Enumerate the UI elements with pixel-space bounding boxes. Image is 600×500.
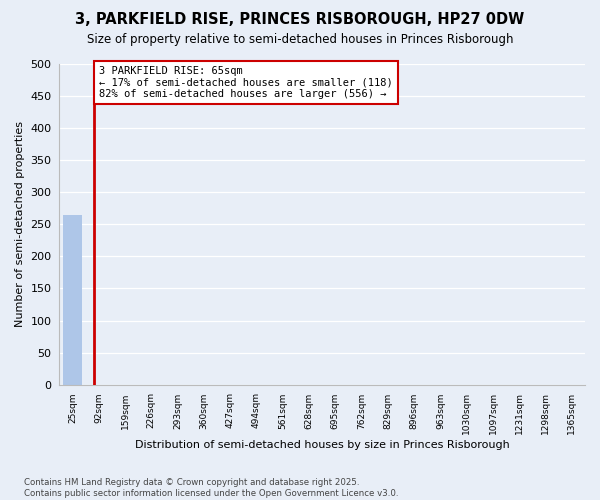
Text: Size of property relative to semi-detached houses in Princes Risborough: Size of property relative to semi-detach… xyxy=(87,32,513,46)
Text: 3 PARKFIELD RISE: 65sqm
← 17% of semi-detached houses are smaller (118)
82% of s: 3 PARKFIELD RISE: 65sqm ← 17% of semi-de… xyxy=(99,66,392,99)
Y-axis label: Number of semi-detached properties: Number of semi-detached properties xyxy=(15,122,25,328)
Text: 3, PARKFIELD RISE, PRINCES RISBOROUGH, HP27 0DW: 3, PARKFIELD RISE, PRINCES RISBOROUGH, H… xyxy=(76,12,524,28)
Text: Contains HM Land Registry data © Crown copyright and database right 2025.
Contai: Contains HM Land Registry data © Crown c… xyxy=(24,478,398,498)
Bar xyxy=(62,214,82,384)
X-axis label: Distribution of semi-detached houses by size in Princes Risborough: Distribution of semi-detached houses by … xyxy=(135,440,509,450)
